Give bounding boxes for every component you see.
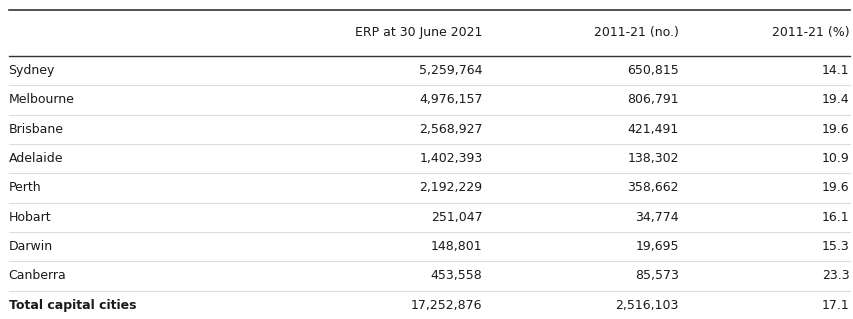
Text: ERP at 30 June 2021: ERP at 30 June 2021 (355, 26, 482, 39)
Text: 251,047: 251,047 (431, 211, 482, 224)
Text: 148,801: 148,801 (431, 240, 482, 253)
Text: 19,695: 19,695 (635, 240, 678, 253)
Text: Melbourne: Melbourne (9, 93, 74, 106)
Text: 85,573: 85,573 (635, 270, 678, 282)
Text: 19.6: 19.6 (821, 182, 849, 194)
Text: 19.6: 19.6 (821, 123, 849, 136)
Text: 2,516,103: 2,516,103 (615, 299, 678, 312)
Text: 14.1: 14.1 (821, 64, 849, 77)
Text: 23.3: 23.3 (821, 270, 849, 282)
Text: 421,491: 421,491 (627, 123, 678, 136)
Text: 34,774: 34,774 (635, 211, 678, 224)
Text: 15.3: 15.3 (821, 240, 849, 253)
Text: 1,402,393: 1,402,393 (419, 152, 482, 165)
Text: Hobart: Hobart (9, 211, 51, 224)
Text: 2011-21 (%): 2011-21 (%) (771, 26, 849, 39)
Text: 806,791: 806,791 (627, 93, 678, 106)
Text: 2,192,229: 2,192,229 (419, 182, 482, 194)
Text: 19.4: 19.4 (821, 93, 849, 106)
Text: 453,558: 453,558 (430, 270, 482, 282)
Text: 5,259,764: 5,259,764 (419, 64, 482, 77)
Text: 138,302: 138,302 (627, 152, 678, 165)
Text: 358,662: 358,662 (627, 182, 678, 194)
Text: Brisbane: Brisbane (9, 123, 63, 136)
Text: 17,252,876: 17,252,876 (410, 299, 482, 312)
Text: 17.1: 17.1 (821, 299, 849, 312)
Text: 2,568,927: 2,568,927 (419, 123, 482, 136)
Text: Perth: Perth (9, 182, 41, 194)
Text: Sydney: Sydney (9, 64, 55, 77)
Text: Total capital cities: Total capital cities (9, 299, 136, 312)
Text: Adelaide: Adelaide (9, 152, 63, 165)
Text: 650,815: 650,815 (626, 64, 678, 77)
Text: 16.1: 16.1 (821, 211, 849, 224)
Text: Canberra: Canberra (9, 270, 67, 282)
Text: Darwin: Darwin (9, 240, 53, 253)
Text: 2011-21 (no.): 2011-21 (no.) (594, 26, 678, 39)
Text: 4,976,157: 4,976,157 (419, 93, 482, 106)
Text: 10.9: 10.9 (821, 152, 849, 165)
